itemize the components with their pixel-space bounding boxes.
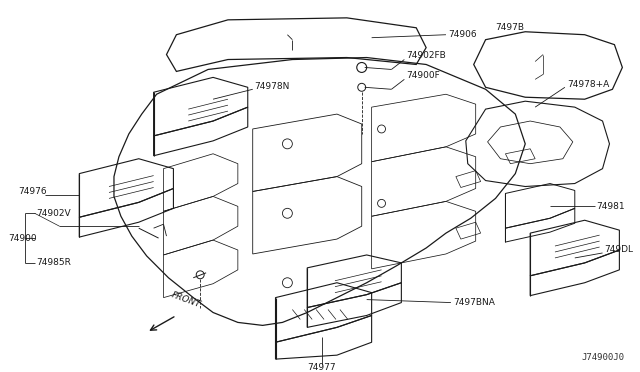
Text: 7497BNA: 7497BNA	[453, 298, 495, 307]
Text: 74900: 74900	[8, 234, 36, 243]
Text: 74978+A: 74978+A	[567, 80, 609, 89]
Text: 74906: 74906	[448, 30, 477, 39]
Text: 7497B: 7497B	[495, 23, 525, 32]
Text: 74900F: 74900F	[406, 71, 440, 80]
Text: 74977: 74977	[307, 363, 336, 372]
Text: 74902FB: 74902FB	[406, 51, 446, 60]
Text: 74981: 74981	[596, 202, 625, 211]
Text: J74900J0: J74900J0	[581, 353, 625, 362]
Text: 749DL: 749DL	[605, 246, 634, 254]
Text: 74976: 74976	[18, 187, 47, 196]
Text: 74902V: 74902V	[36, 209, 71, 218]
Text: 74985R: 74985R	[36, 259, 72, 267]
Text: FRONT: FRONT	[170, 291, 202, 310]
Text: 74978N: 74978N	[255, 82, 290, 91]
